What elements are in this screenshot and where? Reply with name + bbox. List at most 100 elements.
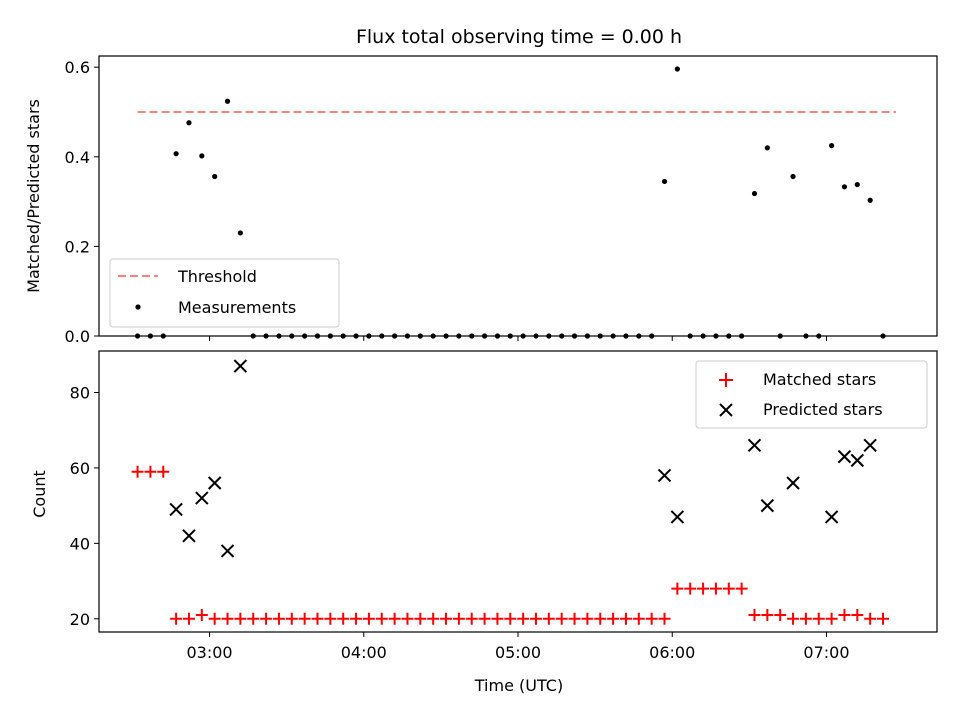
predicted-star-point bbox=[169, 502, 183, 517]
measurement-point bbox=[199, 153, 205, 159]
matched-star-point bbox=[440, 612, 453, 625]
matched-star-point bbox=[697, 582, 710, 595]
predicted-star-point bbox=[863, 438, 877, 453]
predicted-star-point bbox=[182, 529, 196, 543]
matched-star-point bbox=[504, 612, 517, 625]
legend-matched-swatch bbox=[719, 373, 733, 387]
predicted-star-point bbox=[850, 453, 865, 468]
bottom-legend-box bbox=[695, 360, 928, 429]
matched-star-point bbox=[671, 582, 684, 595]
predicted-star-point bbox=[670, 510, 685, 524]
bottom-y-tick-label: 40 bbox=[70, 534, 90, 553]
matched-star-point bbox=[427, 612, 440, 625]
matched-star-point bbox=[825, 612, 838, 625]
predicted-star-point bbox=[207, 476, 222, 490]
matched-star-point bbox=[774, 609, 787, 622]
top-y-axis-label: Matched/Predicted stars bbox=[24, 99, 43, 293]
legend-predicted-label: Predicted stars bbox=[763, 400, 883, 419]
matched-star-point bbox=[619, 612, 632, 625]
matched-star-point bbox=[401, 612, 414, 625]
top-y-tick-label: 0.4 bbox=[65, 148, 90, 167]
matched-star-point bbox=[799, 612, 812, 625]
bottom-y-tick-label: 20 bbox=[70, 610, 90, 629]
x-tick-label: 07:00 bbox=[803, 643, 849, 662]
matched-star-point bbox=[260, 612, 273, 625]
predicted-star-point bbox=[220, 544, 235, 558]
matched-star-point bbox=[208, 612, 221, 625]
matched-star-point bbox=[247, 612, 260, 625]
matched-star-point bbox=[465, 612, 478, 625]
matched-star-point bbox=[491, 612, 504, 625]
measurement-point bbox=[751, 190, 758, 197]
matched-star-point bbox=[594, 612, 607, 625]
matched-star-point bbox=[350, 612, 363, 625]
bottom-y-tick-label: 60 bbox=[70, 459, 90, 478]
x-axis-label: Time (UTC) bbox=[474, 676, 563, 695]
matched-star-point bbox=[787, 612, 800, 625]
matched-star-point bbox=[838, 609, 851, 622]
bottom-y-axis: 20 40 60 80 bbox=[70, 383, 99, 629]
x-tick-label: 04:00 bbox=[341, 643, 387, 662]
matched-star-point bbox=[388, 612, 401, 625]
measurement-point bbox=[841, 184, 848, 190]
matched-star-point bbox=[170, 612, 183, 625]
bottom-y-tick-label: 80 bbox=[70, 383, 90, 402]
matched-star-point bbox=[632, 612, 645, 625]
matched-star-point bbox=[684, 582, 697, 595]
matched-star-point bbox=[709, 582, 722, 595]
matched-star-point bbox=[144, 465, 157, 478]
matched-star-point bbox=[735, 582, 748, 595]
matched-star-point bbox=[195, 609, 208, 622]
matched-star-point bbox=[311, 612, 324, 625]
measurement-point bbox=[173, 151, 179, 157]
matched-star-point bbox=[131, 465, 144, 478]
matched-star-point bbox=[337, 612, 350, 625]
matched-star-point bbox=[272, 612, 285, 625]
predicted-star-point bbox=[824, 510, 839, 524]
matched-star-point bbox=[157, 465, 170, 478]
measurement-point bbox=[829, 143, 835, 149]
measurement-point bbox=[212, 173, 218, 180]
bottom-legend: Matched stars Predicted stars bbox=[695, 360, 928, 429]
legend-measurements-swatch bbox=[135, 304, 141, 310]
matched-star-point bbox=[877, 612, 890, 625]
measurement-point bbox=[854, 181, 860, 188]
predicted-star-point bbox=[760, 498, 775, 513]
matched-star-point bbox=[864, 612, 877, 625]
matched-star-point bbox=[298, 612, 311, 625]
measurement-point bbox=[186, 120, 192, 126]
measurement-point bbox=[790, 173, 796, 180]
predicted-star-point bbox=[233, 359, 248, 373]
matched-star-point bbox=[555, 612, 568, 625]
matched-star-point bbox=[324, 612, 337, 625]
matched-star-point bbox=[375, 612, 388, 625]
matched-star-point bbox=[285, 612, 298, 625]
legend-predicted-swatch bbox=[719, 403, 733, 417]
bottom-plot-area bbox=[131, 359, 890, 625]
measurement-point bbox=[224, 98, 231, 104]
predicted-star-point bbox=[786, 476, 800, 490]
predicted-star-point bbox=[657, 468, 672, 483]
matched-star-point bbox=[812, 612, 825, 625]
top-legend: Threshold Measurements bbox=[109, 258, 340, 328]
matched-star-point bbox=[748, 609, 761, 622]
measurement-point bbox=[237, 230, 243, 236]
matched-star-point bbox=[722, 582, 735, 595]
matched-star-point bbox=[517, 612, 530, 625]
matched-star-point bbox=[607, 612, 620, 625]
matched-star-point bbox=[529, 612, 542, 625]
top-y-axis: 0.0 0.2 0.4 0.6 bbox=[65, 58, 99, 346]
x-tick-label: 05:00 bbox=[495, 643, 541, 662]
top-y-tick-label: 0.0 bbox=[65, 327, 90, 346]
matched-star-point bbox=[362, 612, 375, 625]
chart-title: Flux total observing time = 0.00 h bbox=[356, 26, 682, 48]
predicted-star-point bbox=[837, 449, 852, 464]
matched-star-point bbox=[182, 612, 195, 625]
measurement-point bbox=[661, 178, 668, 185]
matched-star-point bbox=[581, 612, 594, 625]
matched-star-point bbox=[221, 612, 234, 625]
matched-star-point bbox=[542, 612, 555, 625]
measurement-point bbox=[674, 66, 680, 72]
top-y-tick-label: 0.6 bbox=[65, 58, 90, 77]
